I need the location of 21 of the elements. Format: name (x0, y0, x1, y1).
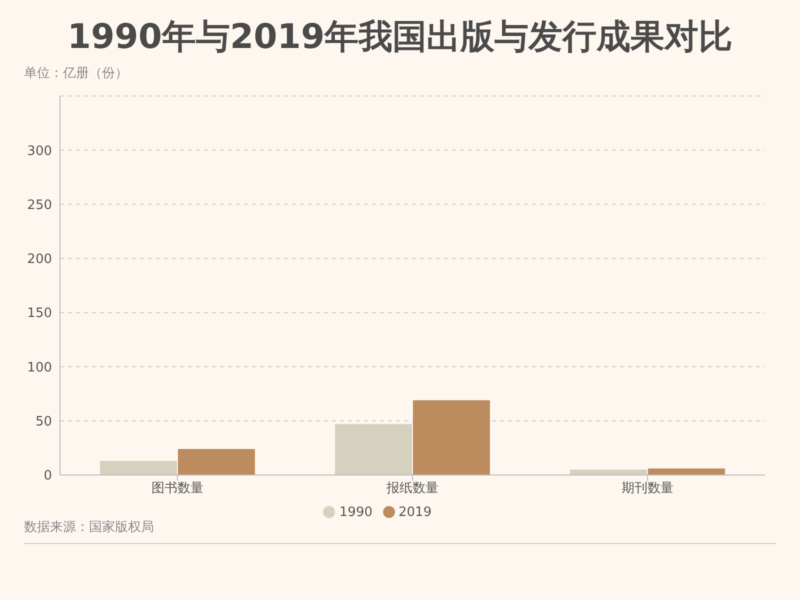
legend-label: 2019 (398, 505, 432, 520)
bar (178, 449, 255, 475)
x-tick-label: 图书数量 (152, 481, 204, 496)
y-axis-title: 单位：亿册（份） (24, 65, 128, 82)
bar (412, 400, 490, 475)
y-tick-label: 200 (27, 252, 52, 268)
x-tick-label: 期刊数量 (622, 481, 674, 496)
source-note: 数据来源：国家版权局 (24, 519, 154, 536)
x-tick-label: 报纸数量 (386, 481, 438, 496)
y-tick-label: 100 (27, 360, 52, 376)
y-tick-label: 300 (27, 144, 52, 159)
bar (648, 468, 725, 475)
bar (334, 424, 412, 475)
y-tick-label: 150 (27, 306, 52, 322)
bar (570, 470, 647, 475)
legend-label: 1990 (339, 505, 372, 520)
bar (100, 460, 177, 475)
y-tick-label: 0 (44, 468, 52, 484)
y-tick-label: 250 (27, 198, 52, 213)
y-tick-label: 50 (35, 414, 52, 430)
chart-title: 1990年与2019年我国出版与发行成果对比 (66, 16, 734, 59)
